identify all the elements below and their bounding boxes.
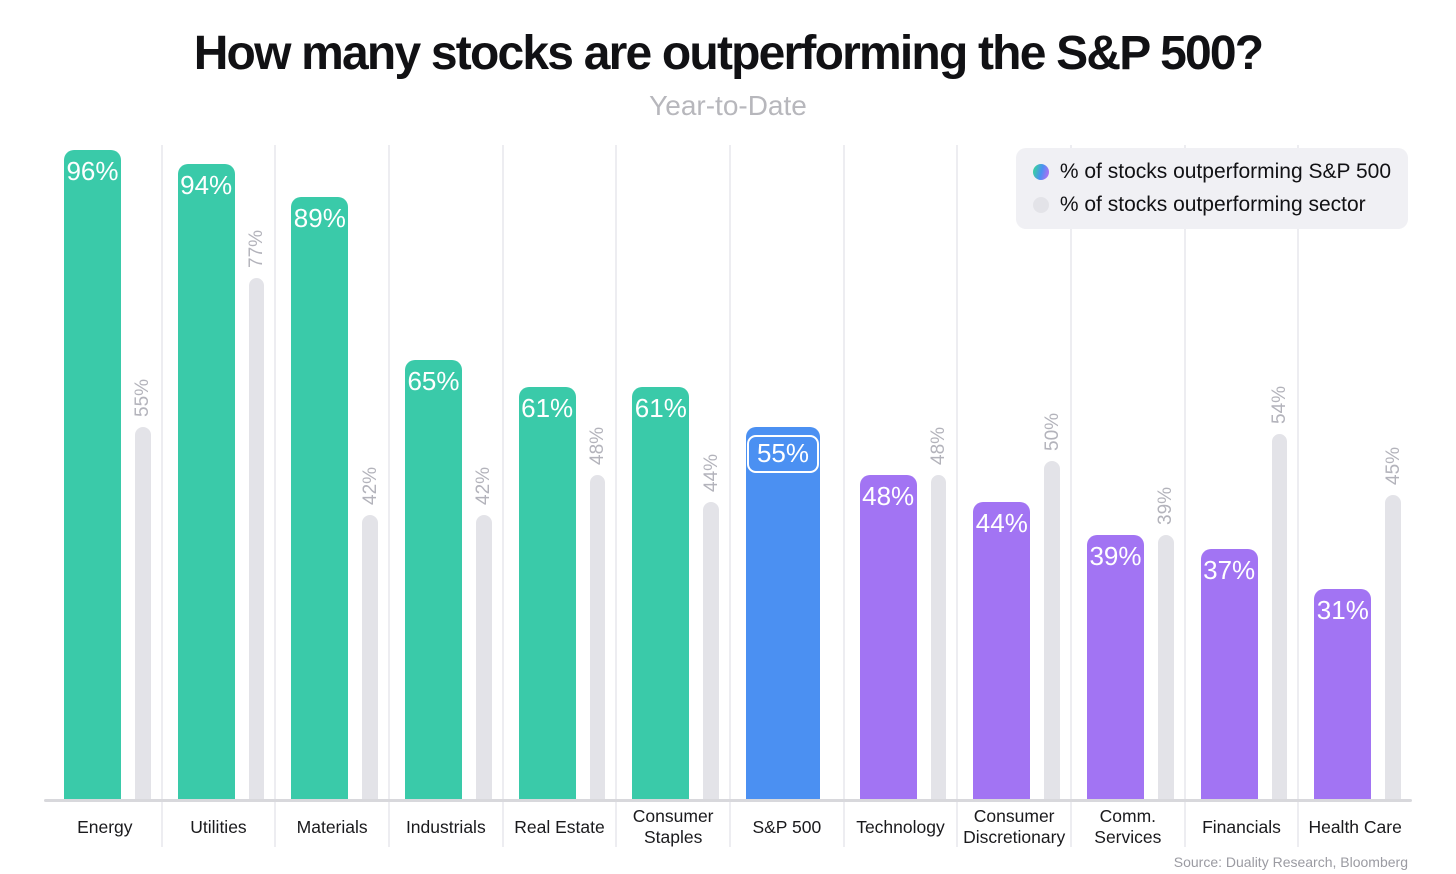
main-bar-real-estate — [518, 386, 576, 799]
sector-bar-value-energy: 55% — [132, 379, 154, 418]
gridline — [274, 145, 277, 847]
gridline — [501, 145, 504, 847]
main-bar-value-utilities: 94% — [180, 169, 233, 200]
gridline — [160, 145, 163, 847]
main-bar-industrials — [405, 359, 462, 799]
main-bar-value-real-estate: 61% — [521, 392, 574, 423]
gridline — [1297, 145, 1300, 847]
sector-bar-value-comm-services: 39% — [1155, 487, 1177, 526]
sector-bar-value-health-care: 45% — [1382, 446, 1404, 485]
axis-label-utilities: Utilities — [190, 816, 247, 837]
gridline — [388, 145, 390, 847]
main-bar-value-industrials: 65% — [407, 365, 460, 396]
sector-bar-energy — [135, 427, 151, 799]
legend-item-sector: % of stocks outperforming sector — [1032, 192, 1391, 218]
axis-label-materials: Materials — [296, 816, 368, 837]
main-bar-energy — [64, 150, 121, 799]
main-bar-materials — [291, 197, 349, 799]
sector-bar-value-financials: 54% — [1268, 385, 1290, 424]
axis-label-energy: Energy — [77, 816, 133, 837]
main-bar-comm-services — [1087, 535, 1144, 799]
sector-bar-materials — [362, 515, 378, 799]
gray-dot-icon — [1032, 197, 1049, 213]
sector-bar-value-consumer-staples: 44% — [700, 453, 722, 492]
sector-bar-industrials — [476, 515, 492, 799]
legend-label: % of stocks outperforming sector — [1059, 193, 1366, 216]
main-bar-health-care — [1314, 589, 1372, 799]
axis-label-technology: Technology — [856, 816, 945, 837]
main-bar-value-financials: 37% — [1203, 554, 1256, 585]
main-bar-value-consumer-discretionary: 44% — [975, 507, 1028, 538]
sector-bar-technology — [930, 474, 947, 799]
sector-bar-comm-services — [1158, 535, 1174, 799]
gradient-dot-icon — [1032, 164, 1049, 180]
main-bar-value-materials: 89% — [293, 203, 346, 234]
legend-label: % of stocks outperforming S&P 500 — [1059, 160, 1391, 183]
gridline — [1183, 145, 1186, 847]
sector-bar-consumer-discretionary — [1044, 461, 1060, 799]
sector-bar-utilities — [248, 278, 265, 799]
x-axis-line — [44, 799, 1412, 802]
sector-bar-value-real-estate: 48% — [586, 426, 608, 465]
main-bar-financials — [1200, 548, 1258, 799]
main-bar-value-consumer-staples: 61% — [634, 392, 687, 423]
axis-label-s-p-500: S&P 500 — [752, 816, 822, 837]
sector-bar-value-materials: 42% — [359, 467, 381, 506]
main-bar-value-energy: 96% — [66, 156, 119, 187]
main-bar-technology — [859, 474, 917, 799]
main-bar-consumer-staples — [632, 386, 690, 799]
sector-bar-value-consumer-discretionary: 50% — [1041, 412, 1063, 451]
gridline — [729, 145, 731, 847]
highlight-value-box: 55% — [746, 435, 820, 474]
gridline — [956, 145, 959, 847]
main-bar-utilities — [177, 163, 235, 799]
axis-label-consumer-discretionary: Consumer Discretionary — [963, 806, 1066, 847]
chart-subtitle: Year-to-Date — [649, 90, 807, 121]
axis-label-comm-services: Comm. Services — [1094, 806, 1162, 847]
sector-bar-real-estate — [589, 474, 606, 799]
main-bar-value-health-care: 31% — [1316, 595, 1369, 626]
chart-title: How many stocks are outperforming the S&… — [193, 27, 1264, 80]
sector-bar-value-industrials: 42% — [473, 467, 495, 506]
axis-label-real-estate: Real Estate — [514, 816, 605, 837]
main-bar-value-technology: 48% — [862, 480, 915, 511]
legend: % of stocks outperforming S&P 500 % of s… — [1015, 148, 1408, 229]
main-bar-value-comm-services: 39% — [1089, 541, 1142, 572]
gridline — [842, 145, 845, 847]
sector-bar-value-utilities: 77% — [245, 230, 267, 269]
main-bar-consumer-discretionary — [973, 501, 1031, 799]
sector-bar-consumer-staples — [703, 501, 719, 799]
axis-label-industrials: Industrials — [405, 816, 486, 837]
main-bar-value-s-p-500: 55% — [746, 433, 820, 474]
source-note: Source: Duality Research, Bloomberg — [1173, 854, 1408, 870]
axis-label-financials: Financials — [1202, 816, 1281, 837]
gridline — [615, 145, 618, 847]
axis-label-consumer-staples: Consumer Staples — [632, 806, 714, 847]
sector-bar-value-technology: 48% — [927, 426, 949, 465]
gridline — [1070, 145, 1072, 847]
main-bar-s-p-500 — [746, 427, 820, 799]
legend-item-sp500: % of stocks outperforming S&P 500 — [1032, 159, 1391, 185]
sector-bar-financials — [1271, 433, 1288, 799]
axis-label-health-care: Health Care — [1308, 816, 1402, 837]
sector-bar-health-care — [1385, 494, 1401, 799]
